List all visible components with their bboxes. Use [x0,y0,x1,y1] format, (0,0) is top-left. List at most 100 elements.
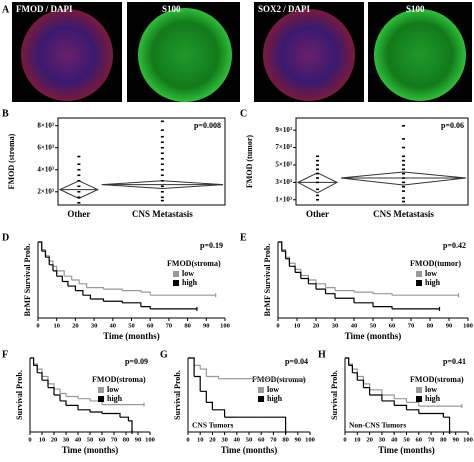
survival-step [295,271,302,279]
point [316,155,319,158]
x-tick-label: Other [306,209,329,219]
legend-swatch [416,280,422,286]
legend-swatch [98,396,104,402]
x-tick-label: 90 [452,436,459,443]
survival-step [56,270,65,277]
x-tick-label: 80 [427,322,434,329]
x-tick-label: 30 [332,322,339,329]
x-tick-label: 60 [416,436,423,443]
annotation: p=0.04 [285,357,308,366]
x-tick-label: 70 [428,436,435,443]
survival-step [200,368,207,377]
survival-step [194,375,201,392]
survival-step [45,256,50,265]
x-tick-label: 100 [463,436,473,443]
point [160,185,164,188]
point [160,146,164,149]
legend-label: high [107,394,123,403]
survival-step [394,398,408,403]
note: Non-CNS Tumors [349,421,406,430]
x-tick-label: 20 [366,436,373,443]
survival-step [60,392,67,397]
point [402,177,405,179]
survival-step [48,387,55,395]
x-tick-label: Other [67,209,90,219]
survival-step [363,383,371,390]
annotation: p=0.19 [200,241,223,250]
legend-label: low [107,385,119,394]
survival-step [90,411,103,414]
panel-label: B [2,108,9,119]
panel-label: E [240,232,247,243]
survival-step [335,290,355,293]
x-tick-label: 90 [295,436,302,443]
point [160,174,164,177]
survival-step [363,387,371,395]
survival-step [308,283,317,290]
point [402,125,405,127]
point [316,177,319,179]
survival-step [140,306,151,309]
legend-label: low [267,385,279,394]
point [402,172,405,175]
survival-step [369,394,383,401]
legend-swatch [173,280,179,286]
survival-step [122,302,142,307]
survival-step [188,357,195,366]
tissue [374,9,466,101]
point [160,179,164,182]
x-tick-label: 60 [99,436,106,443]
point [77,196,81,199]
survival-step [33,364,38,373]
point [402,164,405,166]
x-axis-label: Time (months) [345,331,402,341]
legend-label: low [425,385,437,394]
y-axis-label: BrMF Survival Prob. [23,244,32,317]
survival-step [38,241,43,252]
survival-step [212,409,226,418]
x-axis-label: Time (months) [103,331,160,341]
survival-step [394,404,408,410]
x-tick-label: 60 [389,322,396,329]
x-tick-label: 100 [220,322,230,329]
y-axis-label: Survival Prob. [330,370,339,420]
legend-title: FMOD(tumor) [410,259,461,268]
panel-label: A [2,4,10,15]
x-tick-label: 10 [53,322,60,329]
survival-step [285,258,290,267]
image-caption: S100 [406,4,425,14]
survival-step [300,277,309,284]
survival-step [90,298,105,302]
legend-title: FMOD(stroma) [92,375,146,384]
survival-step [316,283,327,288]
survival-step [316,288,327,294]
survival-step [373,293,393,296]
tissue [263,9,355,101]
survival-step [102,412,121,418]
survival-step [345,357,350,366]
y-tick-label: 7×10³ [275,143,292,151]
point [316,194,319,197]
survival-step [71,279,80,284]
survival-step [188,357,195,377]
x-tick-label: 10 [39,436,46,443]
legend-label: high [425,394,441,403]
x-tick-label: 50 [370,322,377,329]
x-tick-label: 20 [72,322,79,329]
survival-step [200,390,207,403]
survival-step [418,412,444,418]
survival-step [54,394,61,401]
survival-step [56,275,63,282]
x-tick-label: 80 [123,436,130,443]
image-caption: SOX2 / DAPI [258,4,311,14]
point [316,198,319,201]
panel-label: C [240,108,247,119]
x-tick-label: CNS Metastasis [132,209,193,219]
point [160,199,164,202]
survival-step [66,395,79,399]
point [77,185,81,188]
legend-title: FMOD(stroma) [410,375,464,384]
x-tick-label: 0 [186,436,189,443]
survival-step [373,306,393,309]
survival-step [128,420,133,432]
